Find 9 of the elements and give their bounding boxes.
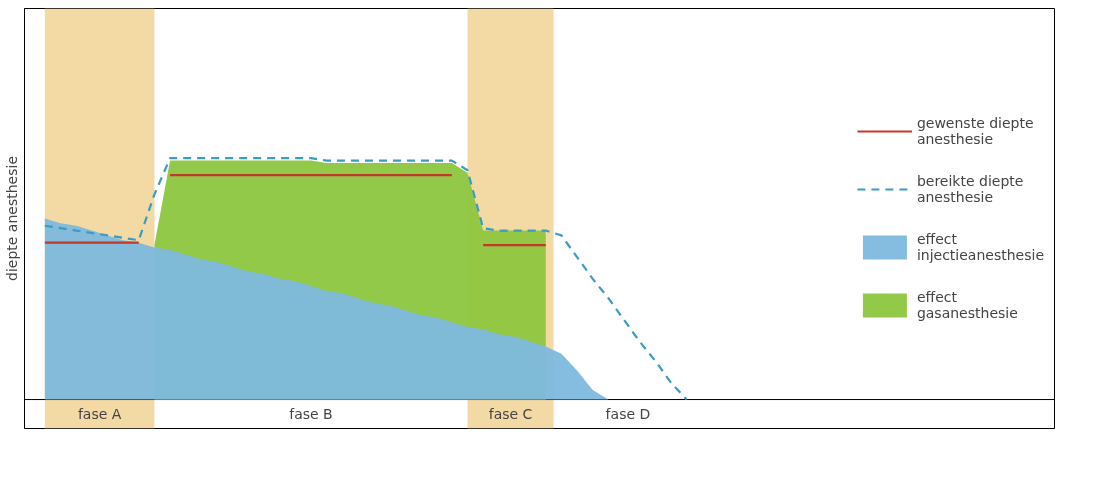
y-axis-title: diepte anesthesie [3, 156, 20, 281]
text: fase A [77, 406, 122, 423]
legend-label: gewenste diepte anesthesie [916, 114, 1034, 149]
legend-label: bereikte diepte anesthesie [916, 172, 1024, 207]
text: fase B [289, 406, 333, 423]
text: fase C [488, 406, 533, 423]
legend-label: effect injectieanesthesie [916, 230, 1044, 265]
text: fase D [605, 406, 651, 423]
legend-label: effect gasanesthesie [916, 288, 1018, 323]
